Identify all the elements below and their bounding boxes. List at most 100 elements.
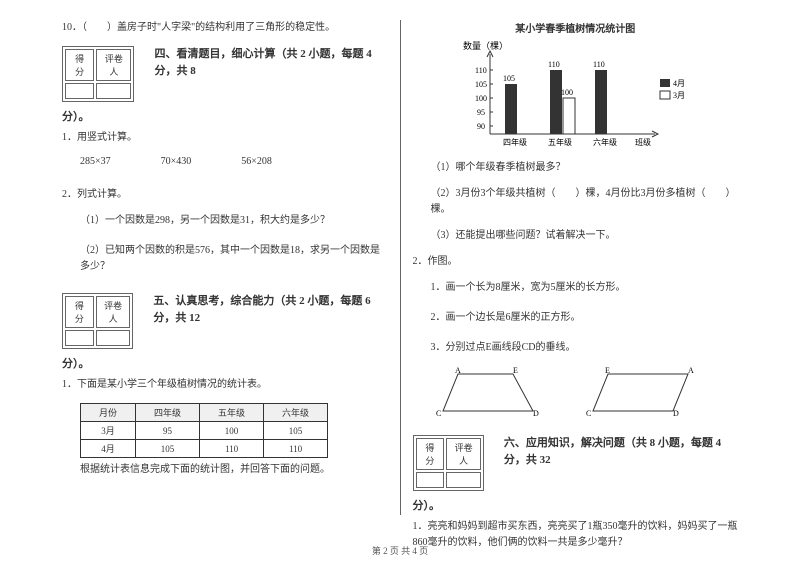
ytick: 95 (477, 108, 485, 117)
score-cell (96, 83, 131, 99)
bar-g5-apr (550, 70, 562, 134)
score-section-6: 得分 评卷人 六、应用知识，解决问题（共 8 小题，每题 4 分，共 32 (413, 435, 739, 491)
question-10: 10．（ ）盖房子时"人字梁"的结构利用了三角形的稳定性。 (62, 20, 388, 36)
label-D2: D (673, 409, 679, 418)
q2-2: 2．画一个边长是6厘米的正方形。 (413, 310, 739, 326)
ytick: 100 (475, 94, 487, 103)
stats-table: 月份 四年级 五年级 六年级 3月 95 100 105 4月 105 110 … (80, 403, 328, 458)
score-box-6: 得分 评卷人 (413, 435, 484, 491)
trapezoid-svg: A E C D (433, 366, 553, 421)
label-A: A (455, 366, 461, 375)
q4-2-1: （1）一个因数是298，另一个因数是31，积大约是多少？ (62, 213, 388, 229)
chart-container: 某小学春季植树情况统计图 数量（棵） 90 95 100 105 110 (413, 20, 739, 152)
y-axis-label: 数量（棵） (463, 40, 508, 51)
calc-a: 285×37 (80, 156, 111, 167)
section-5-title-cont: 分）。 (62, 355, 388, 371)
chart-title: 某小学春季植树情况统计图 (413, 20, 739, 35)
section-6-title: 六、应用知识，解决问题（共 8 小题，每题 4 分，共 32 (504, 435, 738, 468)
cell: 4月 (81, 440, 136, 458)
shapes-row: A E C D E A C D (413, 366, 739, 421)
section-4-title: 四、看清题目，细心计算（共 2 小题，每题 4 分，共 8 (154, 46, 387, 79)
label-A2: A (688, 366, 694, 375)
cell: 105 (264, 422, 328, 440)
score-header-1b: 得分 (65, 296, 94, 328)
bar-label: 110 (548, 60, 560, 69)
bar-label: 105 (503, 74, 515, 83)
score-header-1c: 得分 (416, 438, 445, 470)
score-cell (96, 330, 131, 346)
cell: 95 (136, 422, 200, 440)
score-cell (416, 472, 445, 488)
parallelogram (593, 374, 688, 411)
th-g6: 六年级 (264, 404, 328, 422)
score-cell (446, 472, 481, 488)
xtick: 五年级 (548, 137, 572, 147)
q5-1: 1．下面是某小学三个年级植树情况的统计表。 (62, 377, 388, 393)
q1-1: （1）哪个年级春季植树最多？ (413, 160, 739, 176)
legend-mar: 3月 (673, 91, 685, 100)
calc-row: 285×37 70×430 56×208 (62, 156, 388, 167)
th-g5: 五年级 (200, 404, 264, 422)
score-section-5: 得分 评卷人 五、认真思考，综合能力（共 2 小题，每题 6 分，共 12 (62, 293, 388, 349)
score-header-2: 评卷人 (96, 49, 131, 81)
cell: 110 (264, 440, 328, 458)
x-axis-label: 班级 (635, 137, 651, 147)
score-cell (65, 330, 94, 346)
page-footer: 第 2 页 共 4 页 (0, 544, 800, 557)
score-section-4: 得分 评卷人 四、看清题目，细心计算（共 2 小题，每题 4 分，共 8 (62, 46, 388, 102)
label-D: D (533, 409, 539, 418)
label-E: E (513, 366, 518, 375)
cell: 105 (136, 440, 200, 458)
q2: 2．作图。 (413, 254, 739, 270)
score-box-5: 得分 评卷人 (62, 293, 133, 349)
calc-b: 70×430 (161, 156, 192, 167)
q4-1: 1．用竖式计算。 (62, 130, 388, 146)
th-g4: 四年级 (136, 404, 200, 422)
bar-label: 100 (561, 88, 573, 97)
right-column: 某小学春季植树情况统计图 数量（棵） 90 95 100 105 110 (401, 20, 751, 515)
calc-c: 56×208 (241, 156, 272, 167)
cell: 3月 (81, 422, 136, 440)
bar-g6-apr (595, 70, 607, 134)
q1-3: （3）还能提出哪些问题？试着解决一下。 (413, 228, 739, 244)
parallelogram-svg: E A C D (583, 366, 703, 421)
score-cell (65, 83, 94, 99)
section-4-title-cont: 分）。 (62, 108, 388, 124)
cell: 110 (200, 440, 264, 458)
legend-swatch-mar (660, 91, 670, 99)
score-box-4: 得分 评卷人 (62, 46, 134, 102)
xtick: 四年级 (503, 137, 527, 147)
q1-2: （2）3月份3个年级共植树（ ）棵，4月份比3月份多植树（ ）棵。 (413, 186, 739, 218)
bar-label: 110 (593, 60, 605, 69)
trapezoid (443, 374, 533, 411)
label-C2: C (586, 409, 591, 418)
legend-swatch-apr (660, 79, 670, 87)
table-header-row: 月份 四年级 五年级 六年级 (81, 404, 328, 422)
q2-3: 3．分别过点E画线段CD的垂线。 (413, 340, 739, 356)
table-row: 4月 105 110 110 (81, 440, 328, 458)
th-month: 月份 (81, 404, 136, 422)
table-row: 3月 95 100 105 (81, 422, 328, 440)
cell: 100 (200, 422, 264, 440)
score-header-1: 得分 (65, 49, 94, 81)
ytick: 105 (475, 80, 487, 89)
q5-1-note: 根据统计表信息完成下面的统计图，并回答下面的问题。 (62, 462, 388, 478)
page-container: 10．（ ）盖房子时"人字梁"的结构利用了三角形的稳定性。 得分 评卷人 四、看… (50, 20, 750, 515)
label-E2: E (605, 366, 610, 375)
left-column: 10．（ ）盖房子时"人字梁"的结构利用了三角形的稳定性。 得分 评卷人 四、看… (50, 20, 400, 515)
score-header-2b: 评卷人 (96, 296, 131, 328)
xtick: 六年级 (593, 137, 617, 147)
q2-1: 1．画一个长为8厘米，宽为5厘米的长方形。 (413, 280, 739, 296)
bar-g5-mar (563, 98, 575, 134)
label-C: C (436, 409, 441, 418)
ytick: 110 (475, 66, 487, 75)
bar-chart-svg: 数量（棵） 90 95 100 105 110 105 (435, 39, 715, 149)
q4-2: 2．列式计算。 (62, 187, 388, 203)
section-6-title-cont: 分）。 (413, 497, 739, 513)
score-header-2c: 评卷人 (446, 438, 481, 470)
legend-apr: 4月 (673, 79, 685, 88)
q4-2-2: （2）已知两个因数的积是576，其中一个因数是18，求另一个因数是多少？ (62, 243, 388, 275)
section-5-title: 五、认真思考，综合能力（共 2 小题，每题 6 分，共 12 (153, 293, 387, 326)
ytick: 90 (477, 122, 485, 131)
bar-g4-apr (505, 84, 517, 134)
